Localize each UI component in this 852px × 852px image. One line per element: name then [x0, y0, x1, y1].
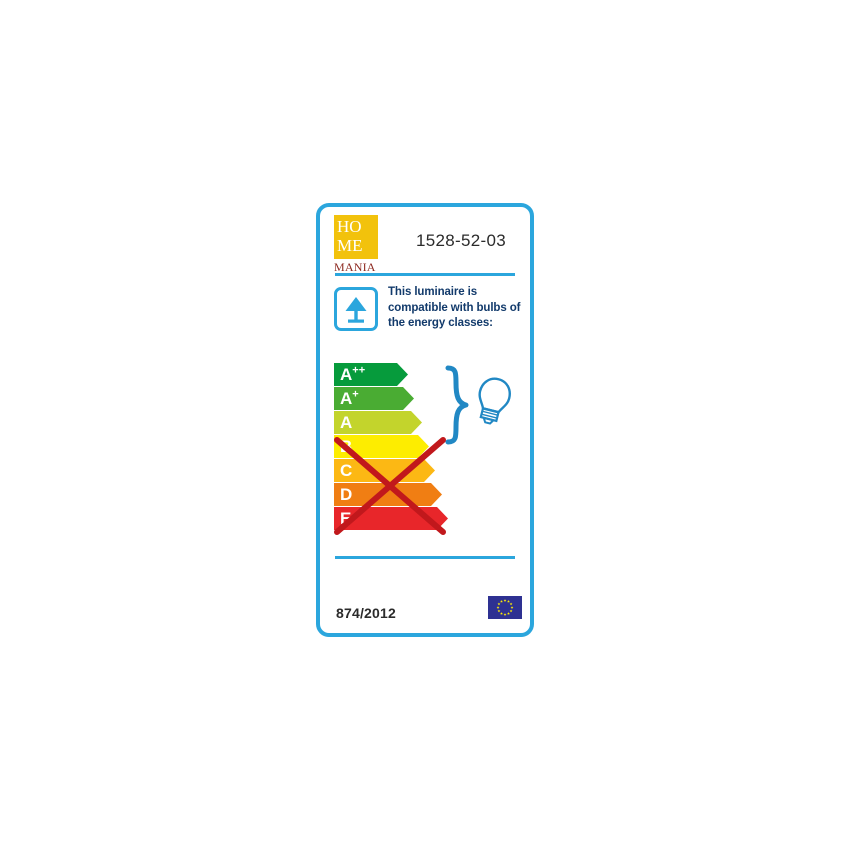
table-lamp-icon [334, 287, 378, 331]
compatibility-block: This luminaire is compatible with bulbs … [334, 286, 530, 343]
regulation-number: 874/2012 [336, 605, 396, 621]
energy-class-label: A [340, 413, 353, 432]
brand-logo-mark: HO ME [334, 215, 378, 259]
energy-class-scale: A++ A+ A B C D E [334, 363, 530, 543]
eu-flag [488, 596, 522, 619]
energy-class-label: A+ [340, 388, 359, 408]
compatibility-text: This luminaire is compatible with bulbs … [388, 286, 521, 329]
energy-class-label: C [340, 461, 353, 480]
energy-class-arrow [334, 387, 414, 410]
energy-class-arrow [334, 363, 408, 386]
energy-class-label: D [340, 485, 353, 504]
brand-logo-subtitle: MANIA [334, 260, 376, 274]
energy-class-row: C [334, 459, 454, 482]
footer-divider [335, 556, 515, 559]
brand-logo-line-2: ME [337, 236, 363, 255]
energy-class-label: B [340, 437, 353, 456]
model-number: 1528-52-03 [416, 231, 506, 250]
energy-class-rows: A++ A+ A B C D E [334, 363, 454, 531]
energy-class-row: A+ [334, 387, 454, 410]
energy-class-label: A++ [340, 364, 366, 384]
energy-class-row: E [334, 507, 454, 530]
energy-label-card: HO ME MANIA 1528-52-03 This luminaire is… [316, 203, 534, 637]
energy-class-row: A++ [334, 363, 454, 386]
energy-class-row: A [334, 411, 454, 434]
energy-class-label: E [340, 509, 352, 528]
energy-class-arrow [334, 411, 422, 434]
energy-class-row: D [334, 483, 454, 506]
brace-and-bulb-group [442, 363, 534, 451]
header-divider [335, 273, 515, 276]
label-header: HO ME MANIA 1528-52-03 [320, 207, 530, 275]
brand-logo-line-1: HO [337, 217, 362, 236]
energy-class-row: B [334, 435, 454, 458]
brand-logo: HO ME MANIA [334, 215, 380, 274]
